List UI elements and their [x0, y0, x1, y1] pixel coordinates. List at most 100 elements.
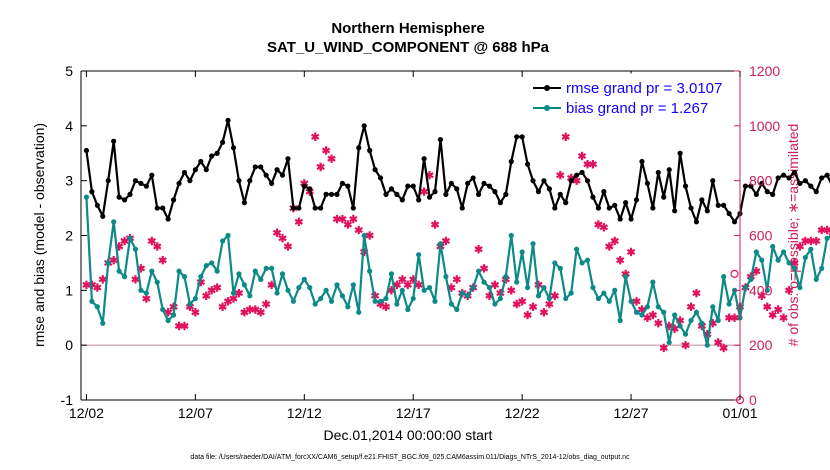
rmse-point — [269, 180, 275, 187]
rmse-point — [606, 205, 612, 211]
bias-point — [410, 295, 416, 302]
bias-point — [220, 238, 226, 244]
bias-point — [699, 320, 705, 326]
obs-assimilated-marker — [229, 294, 238, 303]
rmse-point — [780, 172, 787, 178]
bias-point — [252, 268, 258, 274]
bias-point — [437, 241, 444, 247]
bias-point — [323, 287, 329, 293]
rmse-point — [105, 178, 111, 184]
rmse-point — [644, 180, 651, 187]
obs-assimilated-marker — [98, 275, 107, 284]
rmse-point — [824, 172, 830, 178]
rmse-point — [252, 164, 258, 170]
bias-point — [802, 254, 808, 261]
bias-point — [819, 265, 825, 271]
rmse-point — [448, 180, 454, 187]
bias-point — [552, 260, 558, 266]
obs-assimilated-marker — [343, 220, 353, 229]
bias-point — [693, 309, 700, 315]
bias-point — [813, 276, 819, 282]
obs-assimilated-marker — [441, 236, 451, 246]
obs-assimilated-marker — [599, 223, 609, 232]
bias-point — [459, 290, 465, 296]
obs-assimilated-marker — [507, 286, 516, 295]
bias-point — [394, 301, 400, 307]
rmse-point — [742, 183, 749, 189]
rmse-point — [699, 197, 705, 203]
bias-point — [475, 268, 482, 274]
bias-point — [514, 279, 520, 285]
obs-assimilated-marker — [615, 255, 625, 265]
bias-point — [688, 317, 694, 324]
rmse-point — [753, 191, 759, 197]
rmse-point — [372, 167, 378, 173]
bias-point — [372, 298, 378, 304]
rmse-point — [492, 189, 498, 195]
rmse-point — [748, 183, 754, 189]
bias-point — [334, 282, 340, 288]
obs-assimilated-marker — [283, 242, 293, 251]
x-tick-label: 01/01 — [722, 405, 757, 421]
rmse-point — [154, 205, 160, 211]
bias-point — [775, 257, 781, 263]
x-tick-label: 12/27 — [614, 405, 649, 421]
rmse-point — [655, 169, 661, 176]
bias-point — [241, 282, 247, 288]
bias-point — [296, 284, 302, 291]
bias-point — [328, 298, 335, 304]
rmse-point — [524, 161, 531, 167]
obs-assimilated-marker — [403, 280, 412, 290]
rmse-point — [797, 180, 803, 187]
rmse-point — [563, 200, 569, 206]
obs-assimilated-marker — [414, 280, 423, 290]
rmse-point — [650, 205, 656, 211]
x-tick-label: 12/22 — [505, 405, 540, 421]
rmse-point — [323, 191, 329, 197]
bias-point — [285, 287, 291, 293]
rmse-point — [116, 194, 122, 200]
obs-assimilated-marker — [398, 275, 407, 284]
bias-point — [312, 301, 318, 307]
obs-assimilated-marker — [523, 310, 532, 320]
obs-assimilated-marker — [142, 294, 151, 303]
bias-point — [470, 284, 476, 291]
bias-point — [165, 317, 171, 324]
rmse-point — [601, 189, 607, 195]
rmse-point — [530, 178, 536, 184]
bias-point — [154, 279, 160, 285]
rmse-point — [432, 189, 438, 195]
bias-point — [546, 295, 552, 302]
y-axis-right-label: # of obs: o=possible; ∗=assimilated — [785, 124, 801, 347]
bias-point — [121, 274, 128, 280]
rmse-point — [301, 183, 307, 189]
rmse-point — [715, 202, 721, 208]
rmse-point — [481, 180, 487, 187]
x-tick-label: 12/17 — [396, 405, 431, 421]
data-file-footnote: data file: /Users/raeder/DAI/ATM_forcXX/… — [190, 454, 630, 461]
obs-assimilated-marker — [648, 310, 658, 320]
bias-point — [247, 293, 253, 299]
bias-point — [524, 284, 531, 291]
rmse-point — [334, 191, 340, 197]
rmse-point — [497, 200, 503, 206]
rmse-point — [220, 139, 226, 145]
bias-point — [721, 274, 727, 280]
bias-point — [628, 298, 634, 304]
rmse-point — [514, 134, 520, 140]
bias-point — [377, 298, 384, 304]
bias-point — [481, 279, 487, 285]
obs-assimilated-marker — [474, 245, 483, 254]
bias-point — [176, 268, 182, 274]
obs-assimilated-marker — [261, 299, 271, 309]
obs-assimilated-marker — [349, 214, 358, 224]
rmse-point — [791, 169, 798, 176]
bias-point — [824, 235, 830, 241]
obs-assimilated-marker — [610, 236, 619, 246]
rmse-point — [574, 172, 580, 178]
obs-count-markers — [82, 132, 830, 405]
obs-assimilated-marker — [278, 234, 287, 243]
bias-point — [508, 232, 514, 239]
rmse-point — [361, 123, 367, 129]
bias-point — [715, 317, 721, 324]
